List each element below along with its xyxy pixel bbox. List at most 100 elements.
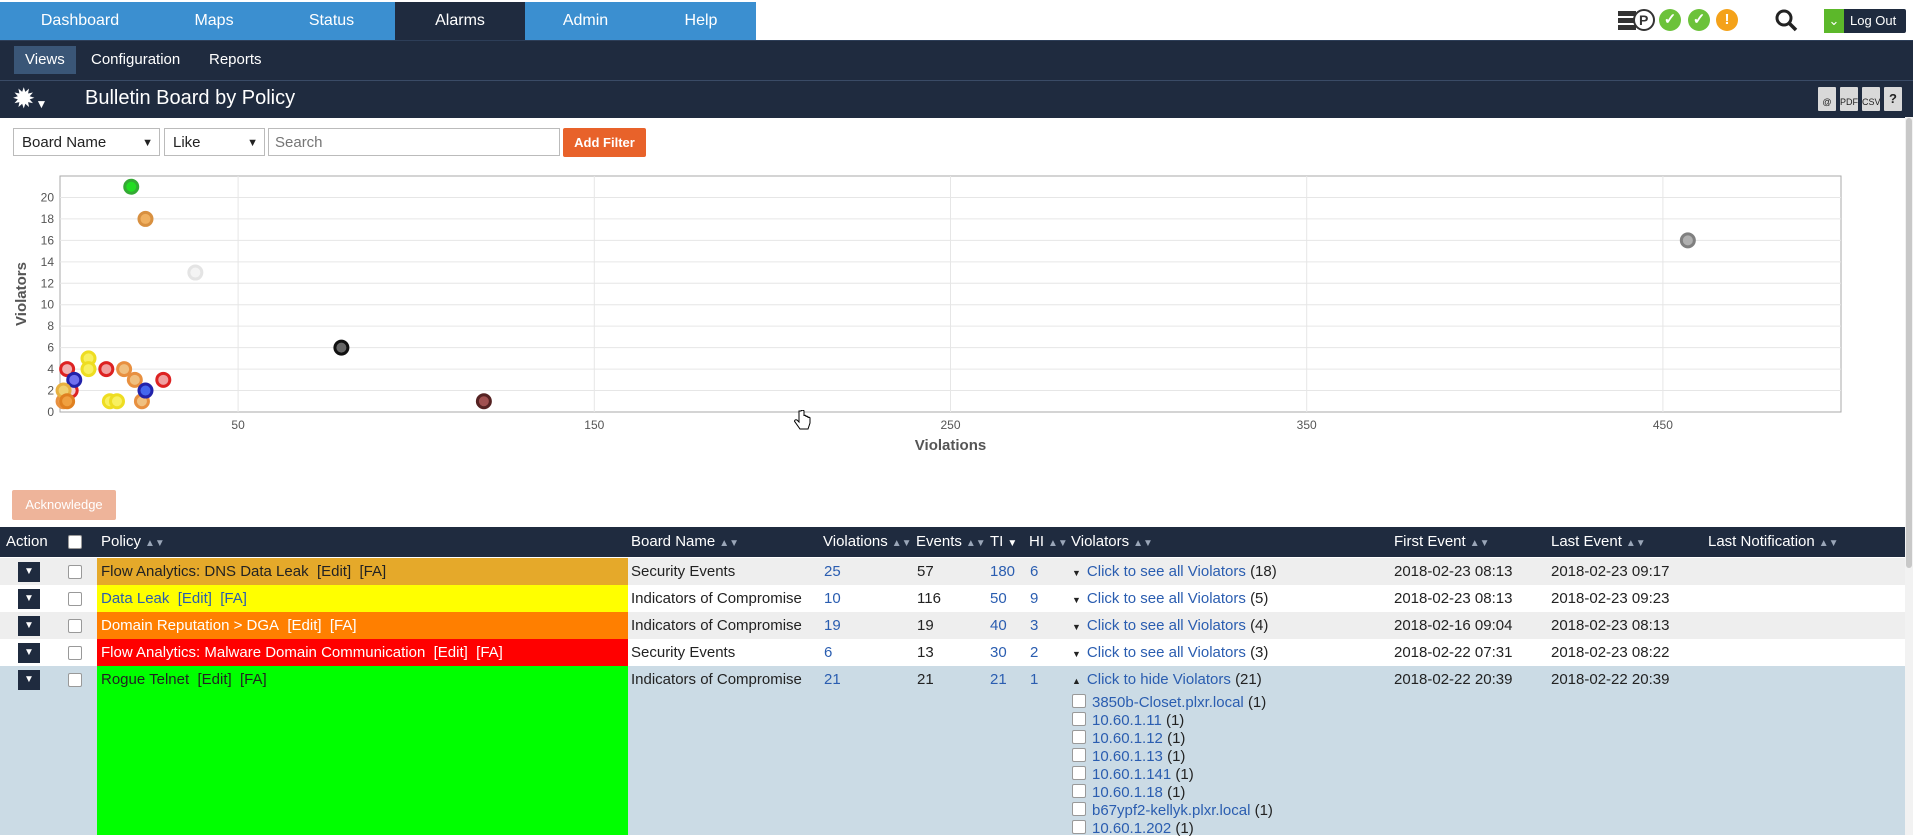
row-action-button[interactable]: ▼ <box>18 670 40 690</box>
check-icon[interactable]: ✓ <box>1688 9 1710 31</box>
pdf-icon[interactable]: PDF <box>1840 87 1858 111</box>
gear-icon[interactable]: ✹▼ <box>12 83 48 114</box>
tab-dashboard[interactable]: Dashboard <box>0 2 160 40</box>
col-policy[interactable]: Policy ▲▼ <box>101 527 165 557</box>
violators-toggle-link[interactable]: Click to hide Violators <box>1086 671 1231 688</box>
violator-checkbox[interactable] <box>1072 820 1086 834</box>
policy-name[interactable]: Data Leak <box>101 590 170 607</box>
tab-status[interactable]: Status <box>268 2 395 40</box>
col-board-name[interactable]: Board Name ▲▼ <box>631 527 739 557</box>
row-action-button[interactable]: ▼ <box>18 589 40 609</box>
violations-link[interactable]: 21 <box>824 671 841 688</box>
tab-admin[interactable]: Admin <box>525 2 646 40</box>
csv-icon[interactable]: CSV <box>1862 87 1881 111</box>
warning-icon[interactable]: ! <box>1716 9 1738 31</box>
tab-alarms[interactable]: Alarms <box>395 2 525 40</box>
violations-link[interactable]: 10 <box>824 590 841 607</box>
col-last-notification[interactable]: Last Notification ▲▼ <box>1708 527 1839 557</box>
violations-link[interactable]: 19 <box>824 617 841 634</box>
violator-checkbox[interactable] <box>1072 802 1086 816</box>
subtab-views[interactable]: Views <box>14 46 76 74</box>
violator-checkbox[interactable] <box>1072 712 1086 726</box>
row-action-button[interactable]: ▼ <box>18 616 40 636</box>
policy-name[interactable]: Rogue Telnet <box>101 671 190 688</box>
violator-host-link[interactable]: 10.60.1.141 <box>1092 766 1172 783</box>
policy-fa-link[interactable]: [FA] <box>476 644 503 661</box>
policy-edit-link[interactable]: [Edit] <box>433 644 468 661</box>
violators-toggle-link[interactable]: Click to see all Violators <box>1086 617 1246 634</box>
policy-edit-link[interactable]: [Edit] <box>316 563 352 580</box>
policy-name[interactable]: Domain Reputation > DGA <box>101 617 280 634</box>
col-last-event[interactable]: Last Event ▲▼ <box>1551 527 1646 557</box>
row-action-button[interactable]: ▼ <box>18 643 40 663</box>
filter-operator-select[interactable]: Like ▼ <box>164 128 265 156</box>
violator-host-link[interactable]: 10.60.1.202 <box>1092 820 1172 837</box>
email-icon[interactable]: @ <box>1818 87 1836 111</box>
violator-host-link[interactable]: 3850b-Closet.plxr.local <box>1092 694 1244 711</box>
hi-link[interactable]: 9 <box>1030 590 1039 607</box>
logout-button[interactable]: ⌄ Log Out <box>1824 9 1906 33</box>
violator-checkbox[interactable] <box>1072 694 1086 708</box>
filter-field-select[interactable]: Board Name ▼ <box>13 128 160 156</box>
violator-host-link[interactable]: 10.60.1.11 <box>1092 712 1162 729</box>
col-first-event[interactable]: First Event ▲▼ <box>1394 527 1489 557</box>
col-events[interactable]: Events ▲▼ <box>916 527 986 557</box>
policy-fa-link[interactable]: [FA] <box>220 590 247 607</box>
tab-help[interactable]: Help <box>646 2 756 40</box>
col-ti[interactable]: TI ▼ <box>990 527 1017 557</box>
hi-link[interactable]: 1 <box>1030 671 1039 688</box>
violator-host-link[interactable]: 10.60.1.12 <box>1092 730 1163 747</box>
violator-host-link[interactable]: b67ypf2-kellyk.plxr.local <box>1092 802 1251 819</box>
violators-toggle-link[interactable]: Click to see all Violators <box>1086 644 1246 661</box>
policy-edit-link[interactable]: [Edit] <box>197 671 232 688</box>
ti-link[interactable]: 40 <box>990 617 1007 634</box>
add-filter-button[interactable]: Add Filter <box>563 128 646 157</box>
row-checkbox[interactable] <box>68 619 82 633</box>
ti-link[interactable]: 180 <box>990 563 1016 580</box>
check-icon[interactable]: ✓ <box>1659 9 1681 31</box>
server-p-icon[interactable]: P <box>1617 9 1655 31</box>
row-checkbox[interactable] <box>68 592 82 606</box>
select-all-checkbox[interactable] <box>68 535 82 549</box>
hi-link[interactable]: 6 <box>1030 563 1039 580</box>
hi-link[interactable]: 2 <box>1030 644 1039 661</box>
violators-toggle-link[interactable]: Click to see all Violators <box>1086 590 1246 607</box>
scrollbar-thumb[interactable] <box>1906 118 1912 568</box>
col-violators[interactable]: Violators ▲▼ <box>1071 527 1153 557</box>
policy-name[interactable]: Flow Analytics: Malware Domain Communica… <box>101 644 426 661</box>
search-input[interactable] <box>268 128 560 156</box>
row-checkbox[interactable] <box>68 565 82 579</box>
policy-fa-link[interactable]: [FA] <box>329 617 357 634</box>
violator-host-link[interactable]: 10.60.1.13 <box>1092 748 1163 765</box>
ti-link[interactable]: 30 <box>990 644 1007 661</box>
acknowledge-button[interactable]: Acknowledge <box>12 490 116 520</box>
row-checkbox[interactable] <box>68 673 82 687</box>
tab-maps[interactable]: Maps <box>160 2 268 40</box>
title-bar: ✹▼ Bulletin Board by Policy @ PDF CSV ? <box>0 80 1913 118</box>
violations-link[interactable]: 25 <box>824 563 841 580</box>
col-hi[interactable]: HI ▲▼ <box>1029 527 1068 557</box>
violator-checkbox[interactable] <box>1072 766 1086 780</box>
policy-edit-link[interactable]: [Edit] <box>287 617 322 634</box>
ti-link[interactable]: 21 <box>990 671 1007 688</box>
chart-axes: 0 2 4 6 8 10 12 14 16 18 20 50 150 250 350 450 Violation… <box>13 190 1673 454</box>
policy-edit-link[interactable]: [Edit] <box>177 590 212 607</box>
violator-checkbox[interactable] <box>1072 730 1086 744</box>
violators-toggle-link[interactable]: Click to see all Violators <box>1086 563 1246 580</box>
violator-checkbox[interactable] <box>1072 748 1086 762</box>
subtab-reports[interactable]: Reports <box>209 51 262 68</box>
violator-host-link[interactable]: 10.60.1.18 <box>1092 784 1163 801</box>
subtab-configuration[interactable]: Configuration <box>91 51 181 68</box>
hi-link[interactable]: 3 <box>1030 617 1039 634</box>
help-icon[interactable]: ? <box>1884 87 1902 111</box>
policy-fa-link[interactable]: [FA] <box>359 563 387 580</box>
row-action-button[interactable]: ▼ <box>18 562 40 582</box>
col-violations[interactable]: Violations ▲▼ <box>823 527 912 557</box>
violations-link[interactable]: 6 <box>824 644 833 661</box>
policy-name[interactable]: Flow Analytics: DNS Data Leak <box>101 563 309 580</box>
row-checkbox[interactable] <box>68 646 82 660</box>
violator-checkbox[interactable] <box>1072 784 1086 798</box>
search-icon[interactable] <box>1774 8 1798 32</box>
policy-fa-link[interactable]: [FA] <box>240 671 267 688</box>
ti-link[interactable]: 50 <box>990 590 1007 607</box>
